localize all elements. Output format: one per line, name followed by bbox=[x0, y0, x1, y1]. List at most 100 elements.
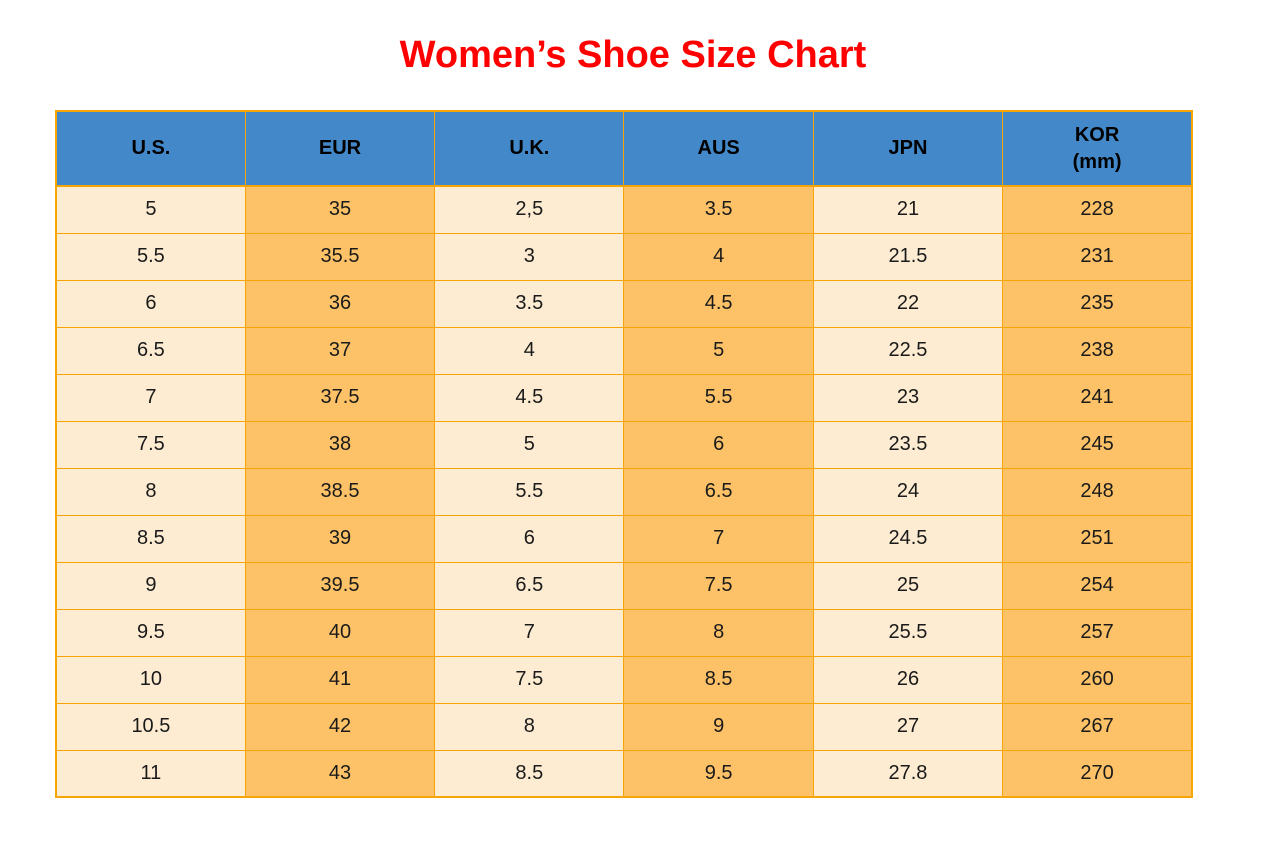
table-row: 5 35 2,5 3.5 21 228 bbox=[55, 185, 1193, 234]
table-cell: 25 bbox=[812, 561, 1004, 610]
table-cell: 37.5 bbox=[244, 373, 436, 422]
table-cell: 6 bbox=[623, 420, 814, 469]
table-cell: 24 bbox=[812, 467, 1004, 516]
table-cell: 40 bbox=[244, 608, 436, 657]
table-cell: 8.5 bbox=[55, 514, 246, 563]
header-cell-uk: U.K. bbox=[434, 110, 625, 187]
header-cell-jpn: JPN bbox=[812, 110, 1004, 187]
table-cell: 251 bbox=[1002, 514, 1193, 563]
table-cell: 9.5 bbox=[55, 608, 246, 657]
table-row: 7 37.5 4.5 5.5 23 241 bbox=[55, 373, 1193, 422]
table-cell: 248 bbox=[1002, 467, 1193, 516]
table-cell: 8.5 bbox=[623, 655, 814, 704]
table-cell: 4.5 bbox=[623, 279, 814, 328]
table-cell: 9.5 bbox=[623, 749, 814, 798]
table-cell: 10.5 bbox=[55, 702, 246, 751]
table-cell: 24.5 bbox=[812, 514, 1004, 563]
table-cell: 254 bbox=[1002, 561, 1193, 610]
table-body: 5 35 2,5 3.5 21 228 5.5 35.5 3 4 21.5 231 6 36 3.5 4.5 2… bbox=[55, 185, 1193, 798]
header-sublabel: (mm) bbox=[1072, 150, 1122, 173]
header-row: U.S. EUR U.K. AUS JPN KOR (mm) bbox=[55, 110, 1193, 187]
header-label: KOR bbox=[1074, 123, 1120, 146]
header-cell-aus: AUS bbox=[623, 110, 814, 187]
table-cell: 37 bbox=[244, 326, 436, 375]
table-cell: 35 bbox=[244, 185, 436, 234]
table-cell: 267 bbox=[1002, 702, 1193, 751]
table-cell: 23.5 bbox=[812, 420, 1004, 469]
table-cell: 245 bbox=[1002, 420, 1193, 469]
table-row: 10.5 42 8 9 27 267 bbox=[55, 702, 1193, 751]
table-cell: 21 bbox=[812, 185, 1004, 234]
table-cell: 23 bbox=[812, 373, 1004, 422]
table-cell: 43 bbox=[244, 749, 436, 798]
table-cell: 41 bbox=[244, 655, 436, 704]
table-cell: 231 bbox=[1002, 232, 1193, 281]
table-cell: 4 bbox=[623, 232, 814, 281]
table-cell: 42 bbox=[244, 702, 436, 751]
table-cell: 8 bbox=[623, 608, 814, 657]
table-row: 8.5 39 6 7 24.5 251 bbox=[55, 514, 1193, 563]
table-cell: 5.5 bbox=[434, 467, 625, 516]
header-label: U.S. bbox=[131, 137, 171, 159]
table-cell: 7.5 bbox=[434, 655, 625, 704]
table-cell: 8 bbox=[55, 467, 246, 516]
header-label: JPN bbox=[888, 137, 928, 159]
table-cell: 5 bbox=[623, 326, 814, 375]
table-cell: 36 bbox=[244, 279, 436, 328]
table-cell: 27.8 bbox=[812, 749, 1004, 798]
header-cell-eur: EUR bbox=[244, 110, 436, 187]
table-cell: 3.5 bbox=[434, 279, 625, 328]
header-cell-kor: KOR (mm) bbox=[1002, 110, 1193, 187]
table-cell: 7.5 bbox=[623, 561, 814, 610]
table-cell: 5.5 bbox=[623, 373, 814, 422]
table-cell: 26 bbox=[812, 655, 1004, 704]
header-label: U.K. bbox=[509, 137, 550, 159]
table-cell: 38.5 bbox=[244, 467, 436, 516]
table-cell: 8 bbox=[434, 702, 625, 751]
table-cell: 7 bbox=[434, 608, 625, 657]
table-cell: 7 bbox=[623, 514, 814, 563]
table-cell: 238 bbox=[1002, 326, 1193, 375]
table-cell: 6.5 bbox=[623, 467, 814, 516]
table-cell: 11 bbox=[55, 749, 246, 798]
table-cell: 7 bbox=[55, 373, 246, 422]
table-cell: 22 bbox=[812, 279, 1004, 328]
table-cell: 10 bbox=[55, 655, 246, 704]
table-cell: 22.5 bbox=[812, 326, 1004, 375]
table-cell: 39.5 bbox=[244, 561, 436, 610]
table-cell: 27 bbox=[812, 702, 1004, 751]
table-cell: 6 bbox=[55, 279, 246, 328]
header-label: EUR bbox=[318, 137, 362, 159]
table-cell: 5 bbox=[55, 185, 246, 234]
table-row: 6 36 3.5 4.5 22 235 bbox=[55, 279, 1193, 328]
table-cell: 25.5 bbox=[812, 608, 1004, 657]
chart-title: Women’s Shoe Size Chart bbox=[399, 34, 867, 76]
table-cell: 21.5 bbox=[812, 232, 1004, 281]
table-cell: 8.5 bbox=[434, 749, 625, 798]
table-cell: 235 bbox=[1002, 279, 1193, 328]
table-cell: 39 bbox=[244, 514, 436, 563]
table-cell: 3 bbox=[434, 232, 625, 281]
table-header: U.S. EUR U.K. AUS JPN KOR (mm) bbox=[55, 110, 1193, 187]
table-cell: 257 bbox=[1002, 608, 1193, 657]
table-cell: 7.5 bbox=[55, 420, 246, 469]
table-cell: 260 bbox=[1002, 655, 1193, 704]
table-cell: 5.5 bbox=[55, 232, 246, 281]
table-row: 11 43 8.5 9.5 27.8 270 bbox=[55, 749, 1193, 798]
table-cell: 228 bbox=[1002, 185, 1193, 234]
table-row: 9.5 40 7 8 25.5 257 bbox=[55, 608, 1193, 657]
table-cell: 5 bbox=[434, 420, 625, 469]
table-cell: 38 bbox=[244, 420, 436, 469]
shoe-size-table: U.S. EUR U.K. AUS JPN KOR (mm) 5 35 2,5 3.5 21 228 5… bbox=[55, 110, 1193, 798]
table-cell: 2,5 bbox=[434, 185, 625, 234]
table-cell: 6.5 bbox=[434, 561, 625, 610]
table-cell: 270 bbox=[1002, 749, 1193, 798]
table-cell: 4.5 bbox=[434, 373, 625, 422]
table-row: 8 38.5 5.5 6.5 24 248 bbox=[55, 467, 1193, 516]
table-row: 5.5 35.5 3 4 21.5 231 bbox=[55, 232, 1193, 281]
header-cell-us: U.S. bbox=[55, 110, 246, 187]
table-cell: 6 bbox=[434, 514, 625, 563]
table-cell: 9 bbox=[623, 702, 814, 751]
table-row: 7.5 38 5 6 23.5 245 bbox=[55, 420, 1193, 469]
